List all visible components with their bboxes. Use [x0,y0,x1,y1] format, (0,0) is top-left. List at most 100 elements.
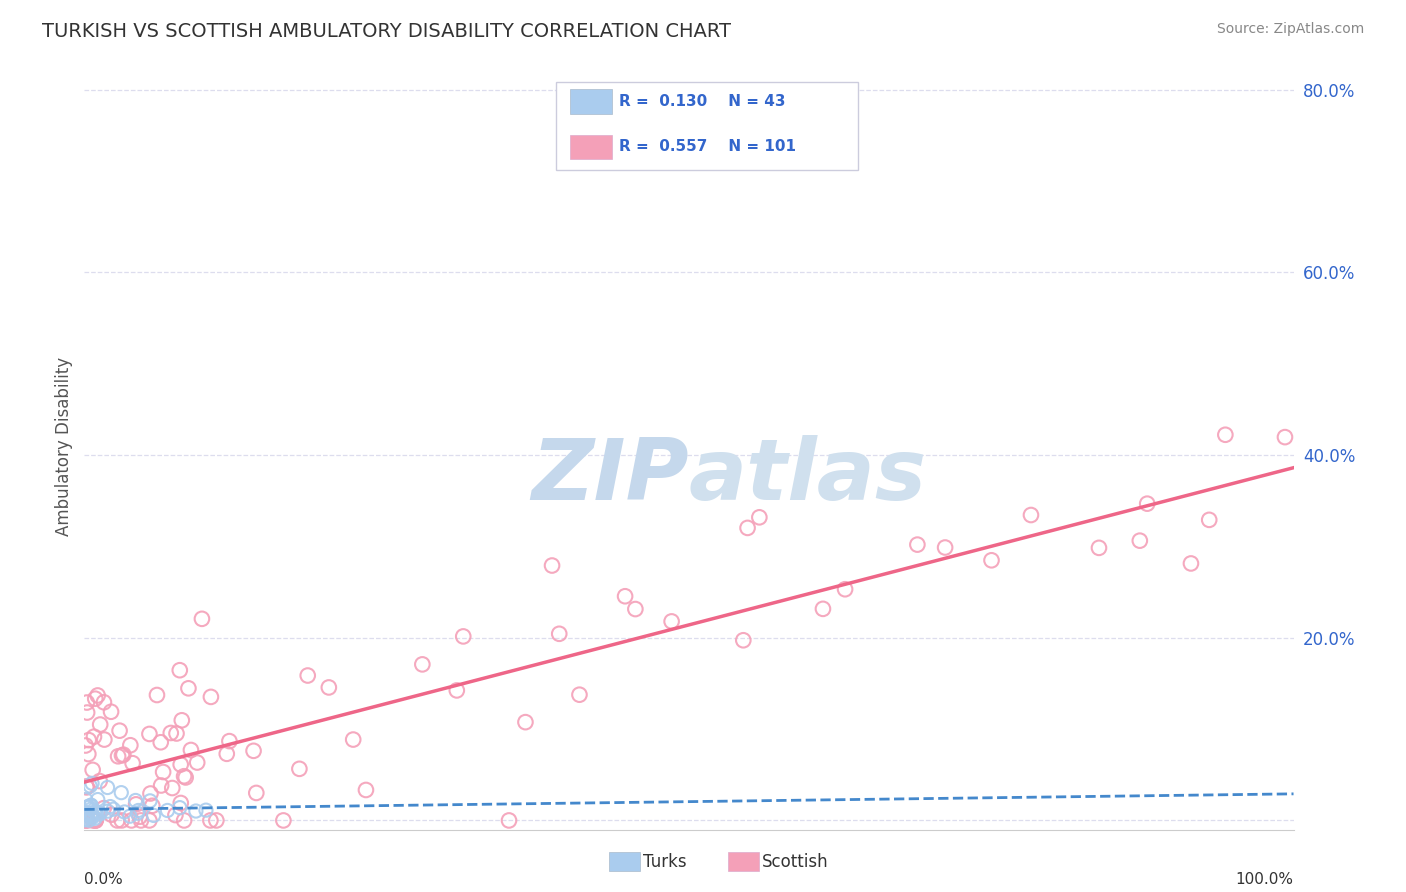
Point [86,807,108,822]
Point [76,800,98,814]
Point [93,801,115,815]
Point [748,510,770,524]
Point [75,807,97,822]
Point [218,734,240,748]
Point [83,813,105,827]
Point [152,764,174,779]
Point [541,558,564,573]
Point [110,786,132,800]
Point [127,804,149,818]
Point [165,808,187,822]
Point [127,806,149,821]
Point [128,810,150,824]
Point [162,780,184,795]
Point [84,814,107,828]
Point [84,814,107,828]
Point [170,796,193,810]
Point [83,730,105,744]
Point [150,779,173,793]
Point [1129,533,1152,548]
Point [173,769,195,783]
Point [89,806,111,821]
Point [103,802,125,816]
Point [242,744,264,758]
Text: 0.0%: 0.0% [84,871,124,887]
Text: TURKISH VS SCOTTISH AMBULATORY DISABILITY CORRELATION CHART: TURKISH VS SCOTTISH AMBULATORY DISABILIT… [42,22,731,41]
Point [80,798,103,813]
Point [75,793,97,807]
Point [568,688,591,702]
Point [548,627,571,641]
Point [200,690,222,704]
Point [733,633,755,648]
Point [111,814,134,828]
Point [173,814,195,828]
Point [82,763,104,777]
Point [288,762,311,776]
Point [77,733,100,747]
Point [1215,427,1237,442]
Point [624,602,647,616]
Point [80,811,103,825]
Point [139,787,162,801]
Point [79,779,101,793]
Text: ZIP: ZIP [531,435,689,518]
Point [84,691,107,706]
Point [75,808,97,822]
Point [77,813,100,827]
Point [111,748,134,763]
Point [124,793,146,807]
Point [194,803,217,817]
Point [120,738,142,752]
Point [86,689,108,703]
Y-axis label: Ambulatory Disability: Ambulatory Disability [55,357,73,535]
Point [186,756,208,770]
Point [149,735,172,749]
Point [89,717,111,731]
Point [75,814,97,828]
Point [80,806,103,821]
Point [112,805,135,819]
Point [121,756,143,771]
Point [1019,508,1042,522]
Point [79,809,101,823]
Point [169,663,191,677]
Point [75,739,97,753]
Point [905,538,928,552]
Point [84,814,107,828]
Point [76,810,98,824]
Point [180,743,202,757]
Point [139,794,162,808]
Point [297,668,319,682]
Text: atlas: atlas [689,435,927,518]
Point [100,807,122,822]
Point [142,808,165,822]
Point [93,695,115,709]
Text: R =  0.557    N = 101: R = 0.557 N = 101 [619,139,796,154]
Point [97,780,120,795]
Point [156,804,179,818]
Point [82,809,104,823]
Point [107,749,129,764]
Point [141,798,163,813]
Point [614,589,637,603]
Point [834,582,856,597]
Point [84,805,107,819]
Point [76,696,98,710]
Point [273,814,295,828]
Point [934,541,956,555]
Point [89,774,111,789]
FancyBboxPatch shape [571,89,612,114]
Point [1180,557,1202,571]
Point [82,814,104,828]
Point [138,727,160,741]
FancyBboxPatch shape [571,135,612,159]
Point [170,757,193,772]
Point [80,802,103,816]
Point [498,814,520,828]
Point [184,804,207,818]
Point [121,814,143,828]
Point [170,714,193,728]
Text: 100.0%: 100.0% [1236,871,1294,887]
Point [737,521,759,535]
